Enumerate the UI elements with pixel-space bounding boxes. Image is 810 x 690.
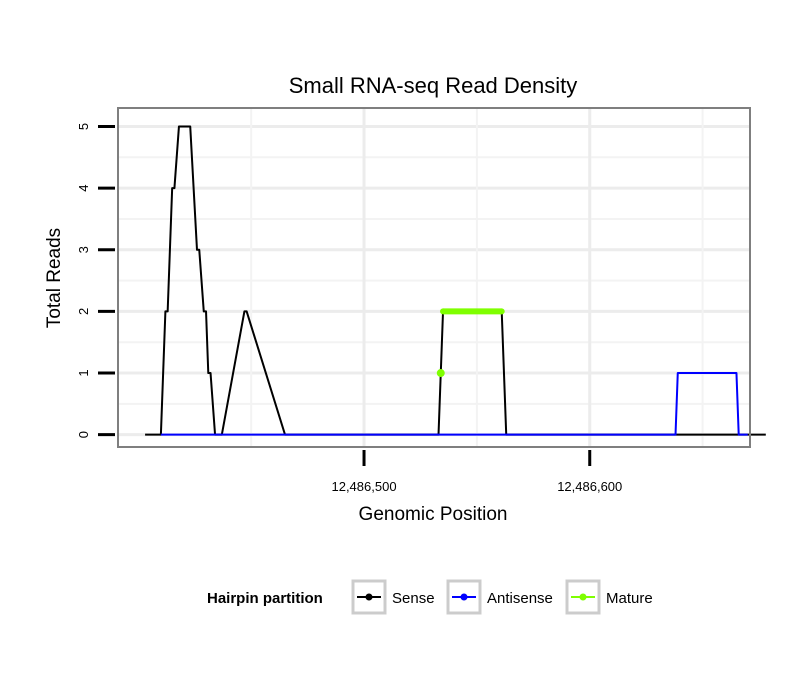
x-tick-label: 12,486,500 <box>331 479 396 494</box>
y-tick-label: 4 <box>76 185 91 192</box>
legend-key-mature <box>565 579 601 615</box>
y-tick-label: 5 <box>76 123 91 130</box>
legend: Hairpin partition Sense Antisense Mature <box>207 579 653 615</box>
legend-label-antisense: Antisense <box>487 590 553 607</box>
legend-title: Hairpin partition <box>207 590 323 607</box>
plot-panel-border <box>117 107 751 448</box>
legend-key-antisense <box>446 579 482 615</box>
mature-point <box>436 369 445 378</box>
axis-ticks: 0 1 2 3 4 5 12,486,500 12,486,600 <box>76 123 622 494</box>
data-series <box>145 125 766 436</box>
legend-label-sense: Sense <box>392 590 435 607</box>
mature-point <box>498 308 505 315</box>
mature-point <box>440 308 447 315</box>
legend-key-point <box>579 593 587 601</box>
y-tick-label: 0 <box>76 431 91 438</box>
y-tick-label: 1 <box>76 369 91 376</box>
antisense-line <box>160 372 748 436</box>
legend-key-sense <box>351 579 387 615</box>
legend-key-point <box>365 593 373 601</box>
x-tick-label: 12,486,600 <box>557 479 622 494</box>
y-axis-title: Total Reads <box>44 228 65 328</box>
y-tick-label: 3 <box>76 246 91 253</box>
chart-title: Small RNA-seq Read Density <box>289 73 578 98</box>
x-axis-title: Genomic Position <box>359 504 508 525</box>
legend-label-mature: Mature <box>606 590 653 607</box>
legend-key-point <box>460 593 468 601</box>
y-tick-label: 2 <box>76 308 91 315</box>
